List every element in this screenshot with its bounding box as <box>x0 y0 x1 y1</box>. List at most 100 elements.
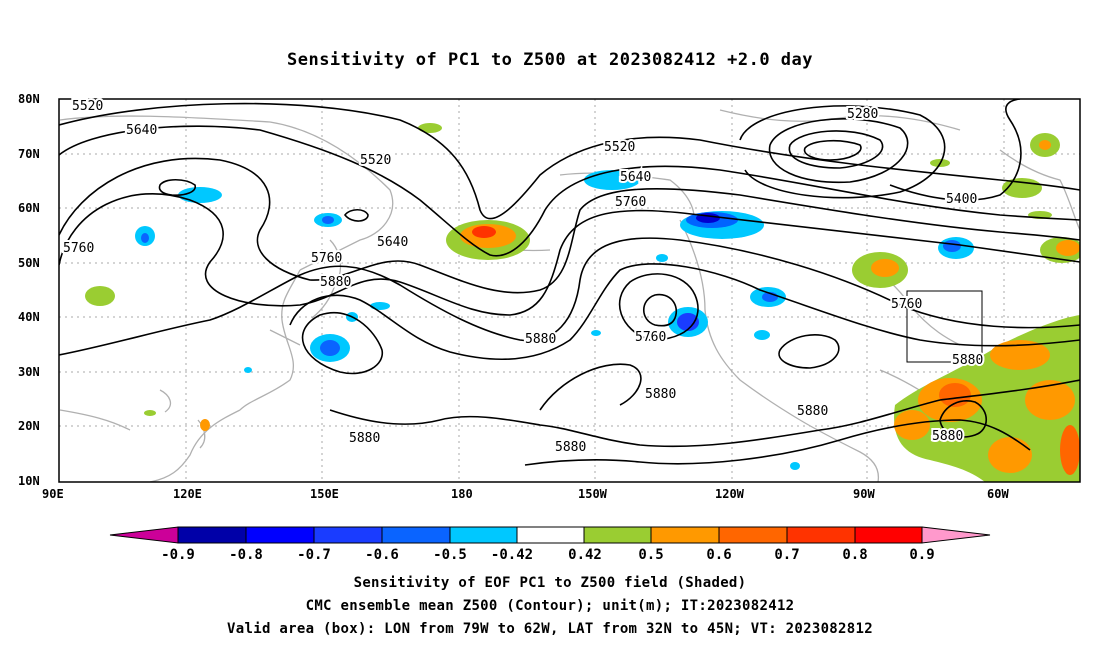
negative-blob <box>656 254 668 262</box>
positive-blob <box>200 419 210 431</box>
contour-label: 5880 <box>320 275 351 290</box>
lon-label-180: 180 <box>451 487 473 501</box>
colorbar-swatch <box>854 526 923 544</box>
sensitivity-shading <box>85 123 1080 482</box>
contour-label: 5760 <box>63 241 94 256</box>
contour-line <box>889 99 1022 201</box>
contour-line <box>803 139 862 161</box>
negative-blob <box>754 330 770 340</box>
positive-blob <box>1025 380 1075 420</box>
negative-blob <box>790 462 800 470</box>
contour-label: 5760 <box>635 330 666 345</box>
contour-label: 5880 <box>797 404 828 419</box>
colorbar-swatch <box>650 526 720 544</box>
positive-blob <box>85 286 115 306</box>
valid-area-box <box>906 290 983 363</box>
lon-label-60w: 60W <box>987 487 1009 501</box>
contour-label: 5400 <box>946 192 977 207</box>
contour-line <box>59 102 1080 220</box>
colorbar-label: 0.42 <box>568 547 602 563</box>
colorbar-swatch <box>718 526 788 544</box>
contour-line <box>301 312 383 375</box>
contour-line <box>642 293 677 327</box>
colorbar-swatch <box>583 526 652 544</box>
contour-line <box>778 334 840 369</box>
contour-label: 5640 <box>126 123 157 138</box>
negative-blob <box>322 216 334 224</box>
positive-blob <box>894 410 930 440</box>
contour-line <box>618 273 699 341</box>
contour-label: 5880 <box>932 429 963 444</box>
contour-line <box>539 363 642 411</box>
lat-label-20n: 20N <box>18 419 40 433</box>
colorbar-cap-right <box>921 526 991 544</box>
map-title: Sensitivity of PC1 to Z500 at 2023082412… <box>286 50 813 70</box>
colorbar-swatch <box>313 526 383 544</box>
contour-line <box>329 379 1080 448</box>
lon-label-120w: 120W <box>715 487 744 501</box>
colorbar-label: 0.8 <box>842 547 867 563</box>
lat-label-80n: 80N <box>18 92 40 106</box>
colorbar-label: 0.6 <box>706 547 731 563</box>
negative-blob <box>320 340 340 356</box>
colorbar-labels: -0.9 -0.8 -0.7 -0.6 -0.5 -0.42 0.42 0.5 … <box>161 547 935 563</box>
lon-label-150e: 150E <box>310 487 339 501</box>
positive-blob <box>1039 140 1051 150</box>
colorbar-swatch <box>381 526 451 544</box>
footer-line-shading: Sensitivity of EOF PC1 to Z500 field (Sh… <box>353 575 747 591</box>
contour-labels: 5520 5640 5520 5760 5640 5760 5880 5520 … <box>61 97 985 457</box>
contour-label: 5880 <box>645 387 676 402</box>
contour-label: 5280 <box>847 107 878 122</box>
lat-label-10n: 10N <box>18 474 40 488</box>
map-frame <box>58 98 1081 483</box>
contour-label: 5520 <box>604 140 635 155</box>
contour-line <box>59 192 1080 316</box>
contour-line <box>59 237 1080 356</box>
contour-label: 5760 <box>311 251 342 266</box>
contour-line <box>289 263 1080 360</box>
colorbar-swatch <box>449 526 518 544</box>
contour-line <box>739 105 946 199</box>
lon-label-90w: 90W <box>853 487 875 501</box>
contour-line <box>344 208 369 222</box>
lon-label-120e: 120E <box>173 487 202 501</box>
positive-blob <box>988 437 1032 473</box>
contour-label: 5880 <box>349 431 380 446</box>
negative-blob <box>591 330 601 336</box>
contour-line <box>939 400 988 438</box>
contour-line <box>158 178 196 196</box>
lat-label-70n: 70N <box>18 147 40 161</box>
colorbar-label: -0.9 <box>161 547 195 563</box>
contour-line <box>524 419 1031 466</box>
negative-blob <box>141 233 149 243</box>
colorbar-label: 0.7 <box>774 547 799 563</box>
colorbar <box>109 526 991 544</box>
colorbar-label: -0.7 <box>297 547 331 563</box>
lon-label-150w: 150W <box>578 487 607 501</box>
contour-line <box>59 157 1080 294</box>
colorbar-label: 0.9 <box>909 547 934 563</box>
colorbar-label: -0.8 <box>229 547 263 563</box>
colorbar-swatch <box>177 526 247 544</box>
colorbar-swatch <box>786 526 856 544</box>
negative-blob <box>677 313 699 331</box>
positive-blob <box>144 410 156 416</box>
contour-line <box>768 118 909 184</box>
contour-label: 5880 <box>555 440 586 455</box>
footer-line-contour: CMC ensemble mean Z500 (Contour); unit(m… <box>305 598 795 614</box>
lat-label-40n: 40N <box>18 310 40 324</box>
positive-blob <box>472 226 496 238</box>
z500-contours <box>59 99 1080 466</box>
contour-label: 5880 <box>525 332 556 347</box>
lon-label-90e: 90E <box>42 487 64 501</box>
colorbar-swatch <box>516 526 585 544</box>
colorbar-label: 0.5 <box>638 547 663 563</box>
contour-label: 5880 <box>952 353 983 368</box>
positive-blob <box>871 259 899 277</box>
contour-label: 5520 <box>360 153 391 168</box>
contour-label: 5640 <box>377 235 408 250</box>
colorbar-cap-left <box>109 526 179 544</box>
footer-line-valid-area: Valid area (box): LON from 79W to 62W, L… <box>227 621 873 637</box>
contour-label: 5760 <box>891 297 922 312</box>
